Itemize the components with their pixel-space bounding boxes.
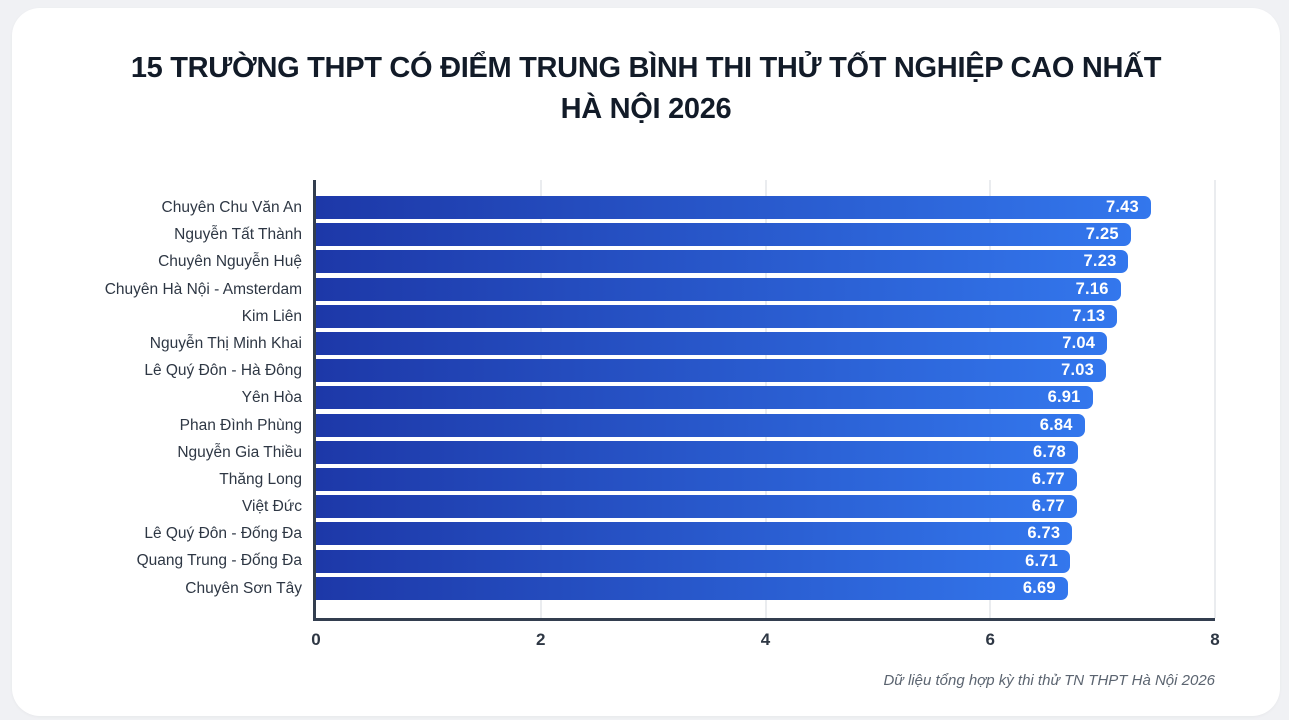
chart-title-line2: HÀ NỘI 2026 [560, 93, 732, 125]
bar-value-label: 6.71 [1025, 551, 1059, 570]
bar: 6.77 [316, 467, 1077, 491]
bar-value-label: 7.13 [1072, 306, 1106, 325]
bar-row: 7.25 [316, 221, 1215, 248]
bar-value-label: 6.73 [1027, 524, 1061, 543]
bar-row: 6.71 [316, 547, 1215, 574]
bar: 7.04 [316, 332, 1108, 356]
bar: 6.73 [316, 522, 1073, 546]
y-axis-label: Lê Quý Đôn - Hà Đông [144, 362, 302, 380]
bar-row: 6.78 [316, 439, 1215, 466]
bar-value-label: 7.43 [1106, 198, 1139, 217]
bar-value-label: 7.03 [1061, 361, 1094, 380]
bar: 7.23 [316, 250, 1129, 274]
bar-row: 6.69 [316, 575, 1215, 602]
bar-value-label: 6.78 [1032, 442, 1066, 461]
bar-row: 7.13 [316, 303, 1215, 330]
bar: 6.69 [316, 576, 1068, 600]
x-axis-tick-label: 6 [985, 630, 995, 649]
bar-value-label: 6.91 [1047, 388, 1081, 407]
y-axis-label: Nguyễn Tất Thành [174, 226, 302, 244]
y-axis-label: Việt Đức [241, 498, 302, 516]
bar: 6.77 [316, 495, 1077, 519]
bar-row: 7.16 [316, 276, 1215, 303]
bar-row: 7.04 [316, 330, 1215, 357]
bar-value-label: 7.16 [1075, 279, 1109, 298]
bar: 7.25 [316, 223, 1131, 247]
bar: 7.43 [316, 196, 1151, 220]
bar: 6.84 [316, 413, 1085, 437]
bar: 6.78 [316, 440, 1078, 464]
bar: 7.16 [316, 277, 1121, 301]
bar-row: 7.43 [316, 194, 1215, 221]
chart-title-line1: 15 TRƯỜNG THPT CÓ ĐIỂM TRUNG BÌNH THI TH… [130, 52, 1162, 84]
y-axis-labels: Chuyên Chu Văn An Nguyễn Tất Thành Chuyên … [12, 180, 302, 621]
y-axis-line [313, 180, 316, 621]
x-axis-tick-label: 8 [1210, 630, 1220, 649]
bar-row: 6.91 [316, 384, 1215, 411]
bar: 6.71 [316, 549, 1071, 573]
bar-value-label: 6.84 [1039, 415, 1073, 434]
y-axis-label: Phan Đình Phùng [179, 416, 302, 434]
y-axis-label: Thăng Long [219, 470, 302, 488]
y-axis-label: Chuyên Chu Văn An [161, 199, 302, 216]
x-axis-tick-labels: 0 2 4 6 8 [311, 630, 1219, 656]
bar-row: 6.84 [316, 412, 1215, 439]
bar-value-label: 7.25 [1085, 225, 1119, 244]
x-axis-tick-label: 0 [311, 630, 321, 649]
bar-value-label: 6.77 [1031, 497, 1065, 516]
bar-row: 7.23 [316, 248, 1215, 275]
bars-layer: 7.43 7.25 7.23 7.16 7.13 7.04 7.03 6.91 6.84 6.78… [316, 180, 1215, 618]
bar-value-label: 6.69 [1022, 578, 1056, 597]
bar-value-label: 6.77 [1031, 469, 1065, 488]
bar-row: 7.03 [316, 357, 1215, 384]
bar-row: 6.77 [316, 493, 1215, 520]
chart-card: 15 TRƯỜNG THPT CÓ ĐIỂM TRUNG BÌNH THI TH… [12, 8, 1280, 716]
bar: 7.03 [316, 359, 1106, 383]
bar-value-label: 7.23 [1083, 252, 1117, 271]
y-axis-label: Nguyễn Thị Minh Khai [149, 334, 302, 352]
y-axis-label: Kim Liên [241, 307, 302, 325]
chart-title: 15 TRƯỜNG THPT CÓ ĐIỂM TRUNG BÌNH THI TH… [12, 48, 1280, 130]
y-axis-label: Yên Hòa [241, 389, 302, 407]
bar-row: 6.73 [316, 520, 1215, 547]
y-axis-label: Lê Quý Đôn - Đống Đa [144, 525, 302, 543]
source-note: Dữ liệu tổng hợp kỳ thi thử TN THPT Hà N… [883, 672, 1215, 689]
gridline [1214, 180, 1216, 618]
bar-row: 6.77 [316, 466, 1215, 493]
x-axis-tick-label: 2 [536, 630, 546, 649]
x-axis-tick-label: 4 [760, 630, 771, 649]
y-axis-label: Nguyễn Gia Thiều [177, 443, 302, 461]
plot-area: 7.43 7.25 7.23 7.16 7.13 7.04 7.03 6.91 6.84 6.78… [313, 180, 1216, 621]
x-axis-line [313, 618, 1215, 621]
y-axis-label: Chuyên Hà Nội - Amsterdam [104, 280, 302, 298]
y-axis-label: Chuyên Sơn Tây [185, 579, 302, 597]
bar: 6.91 [316, 386, 1093, 410]
bar: 7.13 [316, 304, 1118, 328]
y-axis-label: Quang Trung - Đống Đa [136, 552, 302, 570]
y-axis-label: Chuyên Nguyễn Huệ [158, 253, 302, 271]
bar-value-label: 7.04 [1062, 334, 1096, 353]
